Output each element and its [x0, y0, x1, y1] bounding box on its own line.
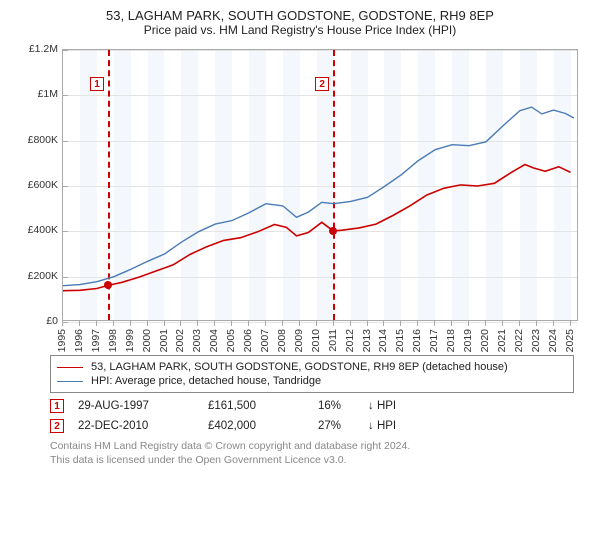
x-tick-label: 2002 [174, 329, 186, 352]
sale-price: £402,000 [208, 420, 318, 432]
x-tick-label: 2011 [327, 329, 339, 352]
x-axis-ticks: 1995199619971998199920002001200220032004… [62, 321, 578, 355]
y-tick-label: £200K [28, 270, 58, 282]
series-hpi [63, 107, 574, 286]
plot-area: 12 [62, 49, 578, 321]
y-tick-label: £1.2M [29, 43, 58, 55]
x-tick-label: 2021 [496, 329, 508, 352]
x-tick-label: 1996 [73, 329, 85, 352]
x-tick-label: 2022 [513, 329, 525, 352]
sale-marker-1: 1 [50, 399, 64, 413]
sale-arrow: ↓ HPI [368, 420, 396, 432]
x-tick-label: 2006 [242, 329, 254, 352]
x-tick-label: 2020 [479, 329, 491, 352]
footer-line-1: Contains HM Land Registry data © Crown c… [50, 439, 586, 453]
y-tick-label: £400K [28, 224, 58, 236]
line-series-svg [63, 50, 579, 322]
sale-arrow: ↓ HPI [368, 400, 396, 412]
x-tick-label: 2003 [191, 329, 203, 352]
footer-attribution: Contains HM Land Registry data © Crown c… [50, 439, 586, 467]
legend-label-2: HPI: Average price, detached house, Tand… [91, 375, 321, 387]
y-tick-label: £1M [38, 88, 58, 100]
x-tick-label: 2017 [428, 329, 440, 352]
x-tick-label: 2015 [394, 329, 406, 352]
legend-label-1: 53, LAGHAM PARK, SOUTH GODSTONE, GODSTON… [91, 361, 508, 373]
x-tick-label: 2000 [141, 329, 153, 352]
chart-area: 12 1995 1996 1997 1998 1999 2000 2001 2002 2003 2… [14, 43, 584, 353]
y-tick-label: £0 [46, 315, 58, 327]
x-tick-label: 2013 [361, 329, 373, 352]
x-tick-label: 1998 [107, 329, 119, 352]
x-tick-label: 1997 [90, 329, 102, 352]
x-tick-label: 2010 [310, 329, 322, 352]
sale-row-1: 1 29-AUG-1997£161,50016%↓ HPI [50, 399, 586, 413]
sale-price: £161,500 [208, 400, 318, 412]
x-tick-label: 2023 [530, 329, 542, 352]
x-tick-label: 2019 [462, 329, 474, 352]
legend-swatch-1 [57, 367, 83, 368]
y-tick-label: £600K [28, 179, 58, 191]
sale-date: 22-DEC-2010 [78, 420, 208, 432]
legend-item-2: HPI: Average price, detached house, Tand… [57, 374, 567, 388]
x-tick-label: 2018 [445, 329, 457, 352]
sale-row-2: 2 22-DEC-2010£402,00027%↓ HPI [50, 419, 586, 433]
x-tick-label: 2009 [293, 329, 305, 352]
x-tick-label: 2012 [344, 329, 356, 352]
x-tick-label: 1995 [56, 329, 68, 352]
series-property [63, 165, 571, 291]
x-tick-label: 2014 [377, 329, 389, 352]
y-tick-label: £800K [28, 134, 58, 146]
chart-subtitle: Price paid vs. HM Land Registry's House … [14, 23, 586, 37]
x-tick-label: 1999 [124, 329, 136, 352]
x-tick-label: 2007 [259, 329, 271, 352]
x-tick-label: 2004 [208, 329, 220, 352]
x-tick-label: 2001 [158, 329, 170, 352]
footer-line-2: This data is licensed under the Open Gov… [50, 453, 586, 467]
legend-swatch-2 [57, 381, 83, 382]
x-tick-label: 2016 [411, 329, 423, 352]
chart-title: 53, LAGHAM PARK, SOUTH GODSTONE, GODSTON… [14, 8, 586, 23]
x-tick-label: 2008 [276, 329, 288, 352]
x-tick-label: 2025 [564, 329, 576, 352]
legend: 53, LAGHAM PARK, SOUTH GODSTONE, GODSTON… [50, 355, 574, 393]
sale-pct: 16% [318, 400, 368, 412]
sale-date: 29-AUG-1997 [78, 400, 208, 412]
legend-item-1: 53, LAGHAM PARK, SOUTH GODSTONE, GODSTON… [57, 360, 567, 374]
sale-marker-2: 2 [50, 419, 64, 433]
x-tick-label: 2005 [225, 329, 237, 352]
x-tick-label: 2024 [547, 329, 559, 352]
sale-pct: 27% [318, 420, 368, 432]
